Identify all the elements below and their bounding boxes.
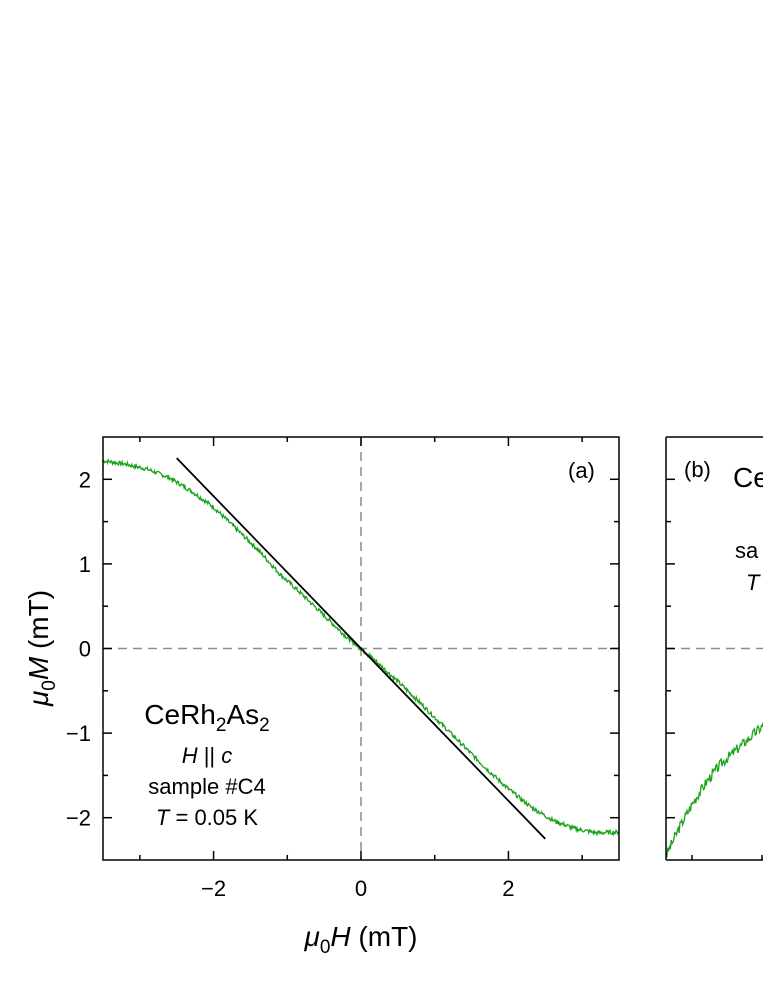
- panel-b-label: (b): [684, 457, 711, 482]
- panel-a: −2 0 2 −2 −1 0 1 2 (a) CeRh2As2 H || c sample #…: [23, 436, 620, 958]
- x-axis-title: μ0H (mT): [303, 921, 417, 958]
- panel-b-series-magnetization: [665, 721, 763, 858]
- panel-b-temp-fragment: T: [746, 570, 761, 595]
- panel-b-sample-fragment: sa: [735, 538, 759, 563]
- panel-a-ticks: [103, 437, 619, 860]
- panel-b-compound-fragment: Ce: [733, 462, 763, 493]
- compound-label: CeRh2As2: [144, 699, 269, 736]
- temperature-label: T = 0.05 K: [156, 805, 258, 830]
- y-tick-label: −2: [66, 806, 91, 831]
- panel-a-data-layer: [102, 437, 620, 860]
- panel-a-label: (a): [568, 458, 595, 483]
- x-tick-label: 0: [355, 876, 367, 901]
- y-tick-label: 0: [79, 637, 91, 662]
- panel-b-data-layer: [665, 647, 763, 858]
- field-direction-label: H || c: [182, 743, 233, 768]
- x-tick-label: 2: [502, 876, 514, 901]
- panel-a-tick-labels: −2 0 2 −2 −1 0 1 2: [66, 467, 515, 901]
- series-linear-fit: [176, 457, 546, 840]
- y-axis-title: μ0M (mT): [23, 590, 60, 707]
- y-tick-label: −1: [66, 721, 91, 746]
- panel-b: (b) Ce sa T: [665, 436, 763, 861]
- x-tick-label: −2: [201, 876, 226, 901]
- series-magnetization: [102, 458, 620, 837]
- y-tick-label: 2: [79, 467, 91, 492]
- panel-b-ticks: [666, 478, 763, 860]
- y-tick-label: 1: [79, 552, 91, 577]
- sample-label: sample #C4: [148, 774, 265, 799]
